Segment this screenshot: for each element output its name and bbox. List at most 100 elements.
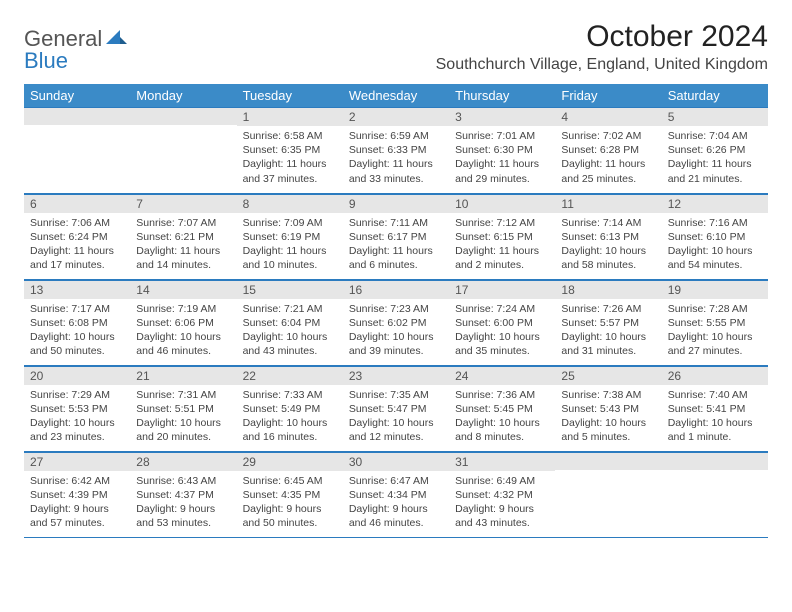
calendar-week-row: 20Sunrise: 7:29 AMSunset: 5:53 PMDayligh… (24, 365, 768, 451)
sunrise-text: Sunrise: 7:16 AM (668, 216, 762, 230)
day-body: Sunrise: 7:07 AMSunset: 6:21 PMDaylight:… (130, 213, 236, 277)
day-number: 29 (237, 452, 343, 471)
sunrise-text: Sunrise: 7:23 AM (349, 302, 443, 316)
day-body (555, 470, 661, 477)
sunset-text: Sunset: 4:34 PM (349, 488, 443, 502)
sunrise-text: Sunrise: 7:35 AM (349, 388, 443, 402)
sunrise-text: Sunrise: 7:09 AM (243, 216, 337, 230)
calendar-day-cell (24, 107, 130, 193)
calendar-week-row: 27Sunrise: 6:42 AMSunset: 4:39 PMDayligh… (24, 451, 768, 537)
daylight-text: Daylight: 10 hours and 16 minutes. (243, 416, 337, 444)
day-body: Sunrise: 7:12 AMSunset: 6:15 PMDaylight:… (449, 213, 555, 277)
sunset-text: Sunset: 6:04 PM (243, 316, 337, 330)
daylight-text: Daylight: 10 hours and 54 minutes. (668, 244, 762, 272)
day-header: Saturday (662, 84, 768, 107)
day-body: Sunrise: 7:38 AMSunset: 5:43 PMDaylight:… (555, 385, 661, 449)
calendar-week-row: 13Sunrise: 7:17 AMSunset: 6:08 PMDayligh… (24, 279, 768, 365)
calendar-day-cell (555, 451, 661, 537)
sunrise-text: Sunrise: 7:24 AM (455, 302, 549, 316)
calendar-day-cell: 19 Sunrise: 7:28 AMSunset: 5:55 PMDayligh… (662, 279, 768, 365)
sunrise-text: Sunrise: 7:14 AM (561, 216, 655, 230)
sunset-text: Sunset: 6:33 PM (349, 143, 443, 157)
sunset-text: Sunset: 5:43 PM (561, 402, 655, 416)
calendar-day-cell: 29Sunrise: 6:45 AMSunset: 4:35 PMDayligh… (237, 451, 343, 537)
calendar-day-cell: 23Sunrise: 7:35 AMSunset: 5:47 PMDayligh… (343, 365, 449, 451)
day-number: 19 (662, 280, 768, 299)
day-number: 26 (662, 366, 768, 385)
calendar-day-cell (130, 107, 236, 193)
sunset-text: Sunset: 4:35 PM (243, 488, 337, 502)
day-body: Sunrise: 7:29 AMSunset: 5:53 PMDaylight:… (24, 385, 130, 449)
day-number: 8 (237, 194, 343, 213)
daylight-text: Daylight: 10 hours and 23 minutes. (30, 416, 124, 444)
daylight-text: Daylight: 10 hours and 43 minutes. (243, 330, 337, 358)
sunrise-text: Sunrise: 7:31 AM (136, 388, 230, 402)
sunrise-text: Sunrise: 7:12 AM (455, 216, 549, 230)
sunrise-text: Sunrise: 7:07 AM (136, 216, 230, 230)
sunset-text: Sunset: 6:35 PM (243, 143, 337, 157)
daylight-text: Daylight: 10 hours and 27 minutes. (668, 330, 762, 358)
sunset-text: Sunset: 4:39 PM (30, 488, 124, 502)
day-body: Sunrise: 6:42 AMSunset: 4:39 PMDaylight:… (24, 471, 130, 535)
sunrise-text: Sunrise: 7:28 AM (668, 302, 762, 316)
day-body: Sunrise: 7:14 AMSunset: 6:13 PMDaylight:… (555, 213, 661, 277)
sunset-text: Sunset: 4:37 PM (136, 488, 230, 502)
calendar-week-row: 6Sunrise: 7:06 AMSunset: 6:24 PMDaylight… (24, 193, 768, 279)
calendar-day-cell: 18Sunrise: 7:26 AMSunset: 5:57 PMDayligh… (555, 279, 661, 365)
day-body: Sunrise: 7:33 AMSunset: 5:49 PMDaylight:… (237, 385, 343, 449)
day-number (130, 107, 236, 125)
day-number: 20 (24, 366, 130, 385)
daylight-text: Daylight: 10 hours and 31 minutes. (561, 330, 655, 358)
calendar-day-cell: 1Sunrise: 6:58 AMSunset: 6:35 PMDaylight… (237, 107, 343, 193)
sunset-text: Sunset: 5:55 PM (668, 316, 762, 330)
sunrise-text: Sunrise: 7:26 AM (561, 302, 655, 316)
sunrise-text: Sunrise: 7:36 AM (455, 388, 549, 402)
calendar-day-cell: 16Sunrise: 7:23 AMSunset: 6:02 PMDayligh… (343, 279, 449, 365)
day-number: 14 (130, 280, 236, 299)
sunrise-text: Sunrise: 6:58 AM (243, 129, 337, 143)
daylight-text: Daylight: 10 hours and 1 minute. (668, 416, 762, 444)
sunset-text: Sunset: 6:17 PM (349, 230, 443, 244)
day-number (662, 452, 768, 470)
daylight-text: Daylight: 9 hours and 57 minutes. (30, 502, 124, 530)
day-body: Sunrise: 6:47 AMSunset: 4:34 PMDaylight:… (343, 471, 449, 535)
day-body: Sunrise: 7:01 AMSunset: 6:30 PMDaylight:… (449, 126, 555, 190)
calendar-day-cell: 2Sunrise: 6:59 AMSunset: 6:33 PMDaylight… (343, 107, 449, 193)
calendar-day-cell: 31Sunrise: 6:49 AMSunset: 4:32 PMDayligh… (449, 451, 555, 537)
day-body: Sunrise: 7:31 AMSunset: 5:51 PMDaylight:… (130, 385, 236, 449)
sunset-text: Sunset: 6:13 PM (561, 230, 655, 244)
day-body: Sunrise: 6:58 AMSunset: 6:35 PMDaylight:… (237, 126, 343, 190)
calendar-day-cell: 14Sunrise: 7:19 AMSunset: 6:06 PMDayligh… (130, 279, 236, 365)
sunset-text: Sunset: 6:28 PM (561, 143, 655, 157)
day-number (555, 452, 661, 470)
day-body: Sunrise: 7:40 AMSunset: 5:41 PMDaylight:… (662, 385, 768, 449)
daylight-text: Daylight: 10 hours and 8 minutes. (455, 416, 549, 444)
calendar-day-cell: 22Sunrise: 7:33 AMSunset: 5:49 PMDayligh… (237, 365, 343, 451)
day-number: 6 (24, 194, 130, 213)
day-number: 5 (662, 107, 768, 126)
day-body: Sunrise: 7:09 AMSunset: 6:19 PMDaylight:… (237, 213, 343, 277)
day-number: 23 (343, 366, 449, 385)
day-body (130, 125, 236, 132)
daylight-text: Daylight: 11 hours and 6 minutes. (349, 244, 443, 272)
logo-triangle-icon (106, 26, 128, 52)
calendar-day-cell: 30Sunrise: 6:47 AMSunset: 4:34 PMDayligh… (343, 451, 449, 537)
day-number: 27 (24, 452, 130, 471)
day-number: 1 (237, 107, 343, 126)
day-body: Sunrise: 7:16 AMSunset: 6:10 PMDaylight:… (662, 213, 768, 277)
day-body: Sunrise: 7:11 AMSunset: 6:17 PMDaylight:… (343, 213, 449, 277)
day-number (24, 107, 130, 125)
sunset-text: Sunset: 5:47 PM (349, 402, 443, 416)
daylight-text: Daylight: 11 hours and 25 minutes. (561, 157, 655, 185)
sunrise-text: Sunrise: 7:29 AM (30, 388, 124, 402)
day-number: 10 (449, 194, 555, 213)
daylight-text: Daylight: 11 hours and 10 minutes. (243, 244, 337, 272)
calendar-day-cell: 12Sunrise: 7:16 AMSunset: 6:10 PMDayligh… (662, 193, 768, 279)
day-body: Sunrise: 7:02 AMSunset: 6:28 PMDaylight:… (555, 126, 661, 190)
daylight-text: Daylight: 10 hours and 20 minutes. (136, 416, 230, 444)
day-body: Sunrise: 7:24 AMSunset: 6:00 PMDaylight:… (449, 299, 555, 363)
daylight-text: Daylight: 11 hours and 33 minutes. (349, 157, 443, 185)
day-body: Sunrise: 6:49 AMSunset: 4:32 PMDaylight:… (449, 471, 555, 535)
page-header: General October 2024 Southchurch Village… (24, 20, 768, 74)
sunset-text: Sunset: 6:15 PM (455, 230, 549, 244)
